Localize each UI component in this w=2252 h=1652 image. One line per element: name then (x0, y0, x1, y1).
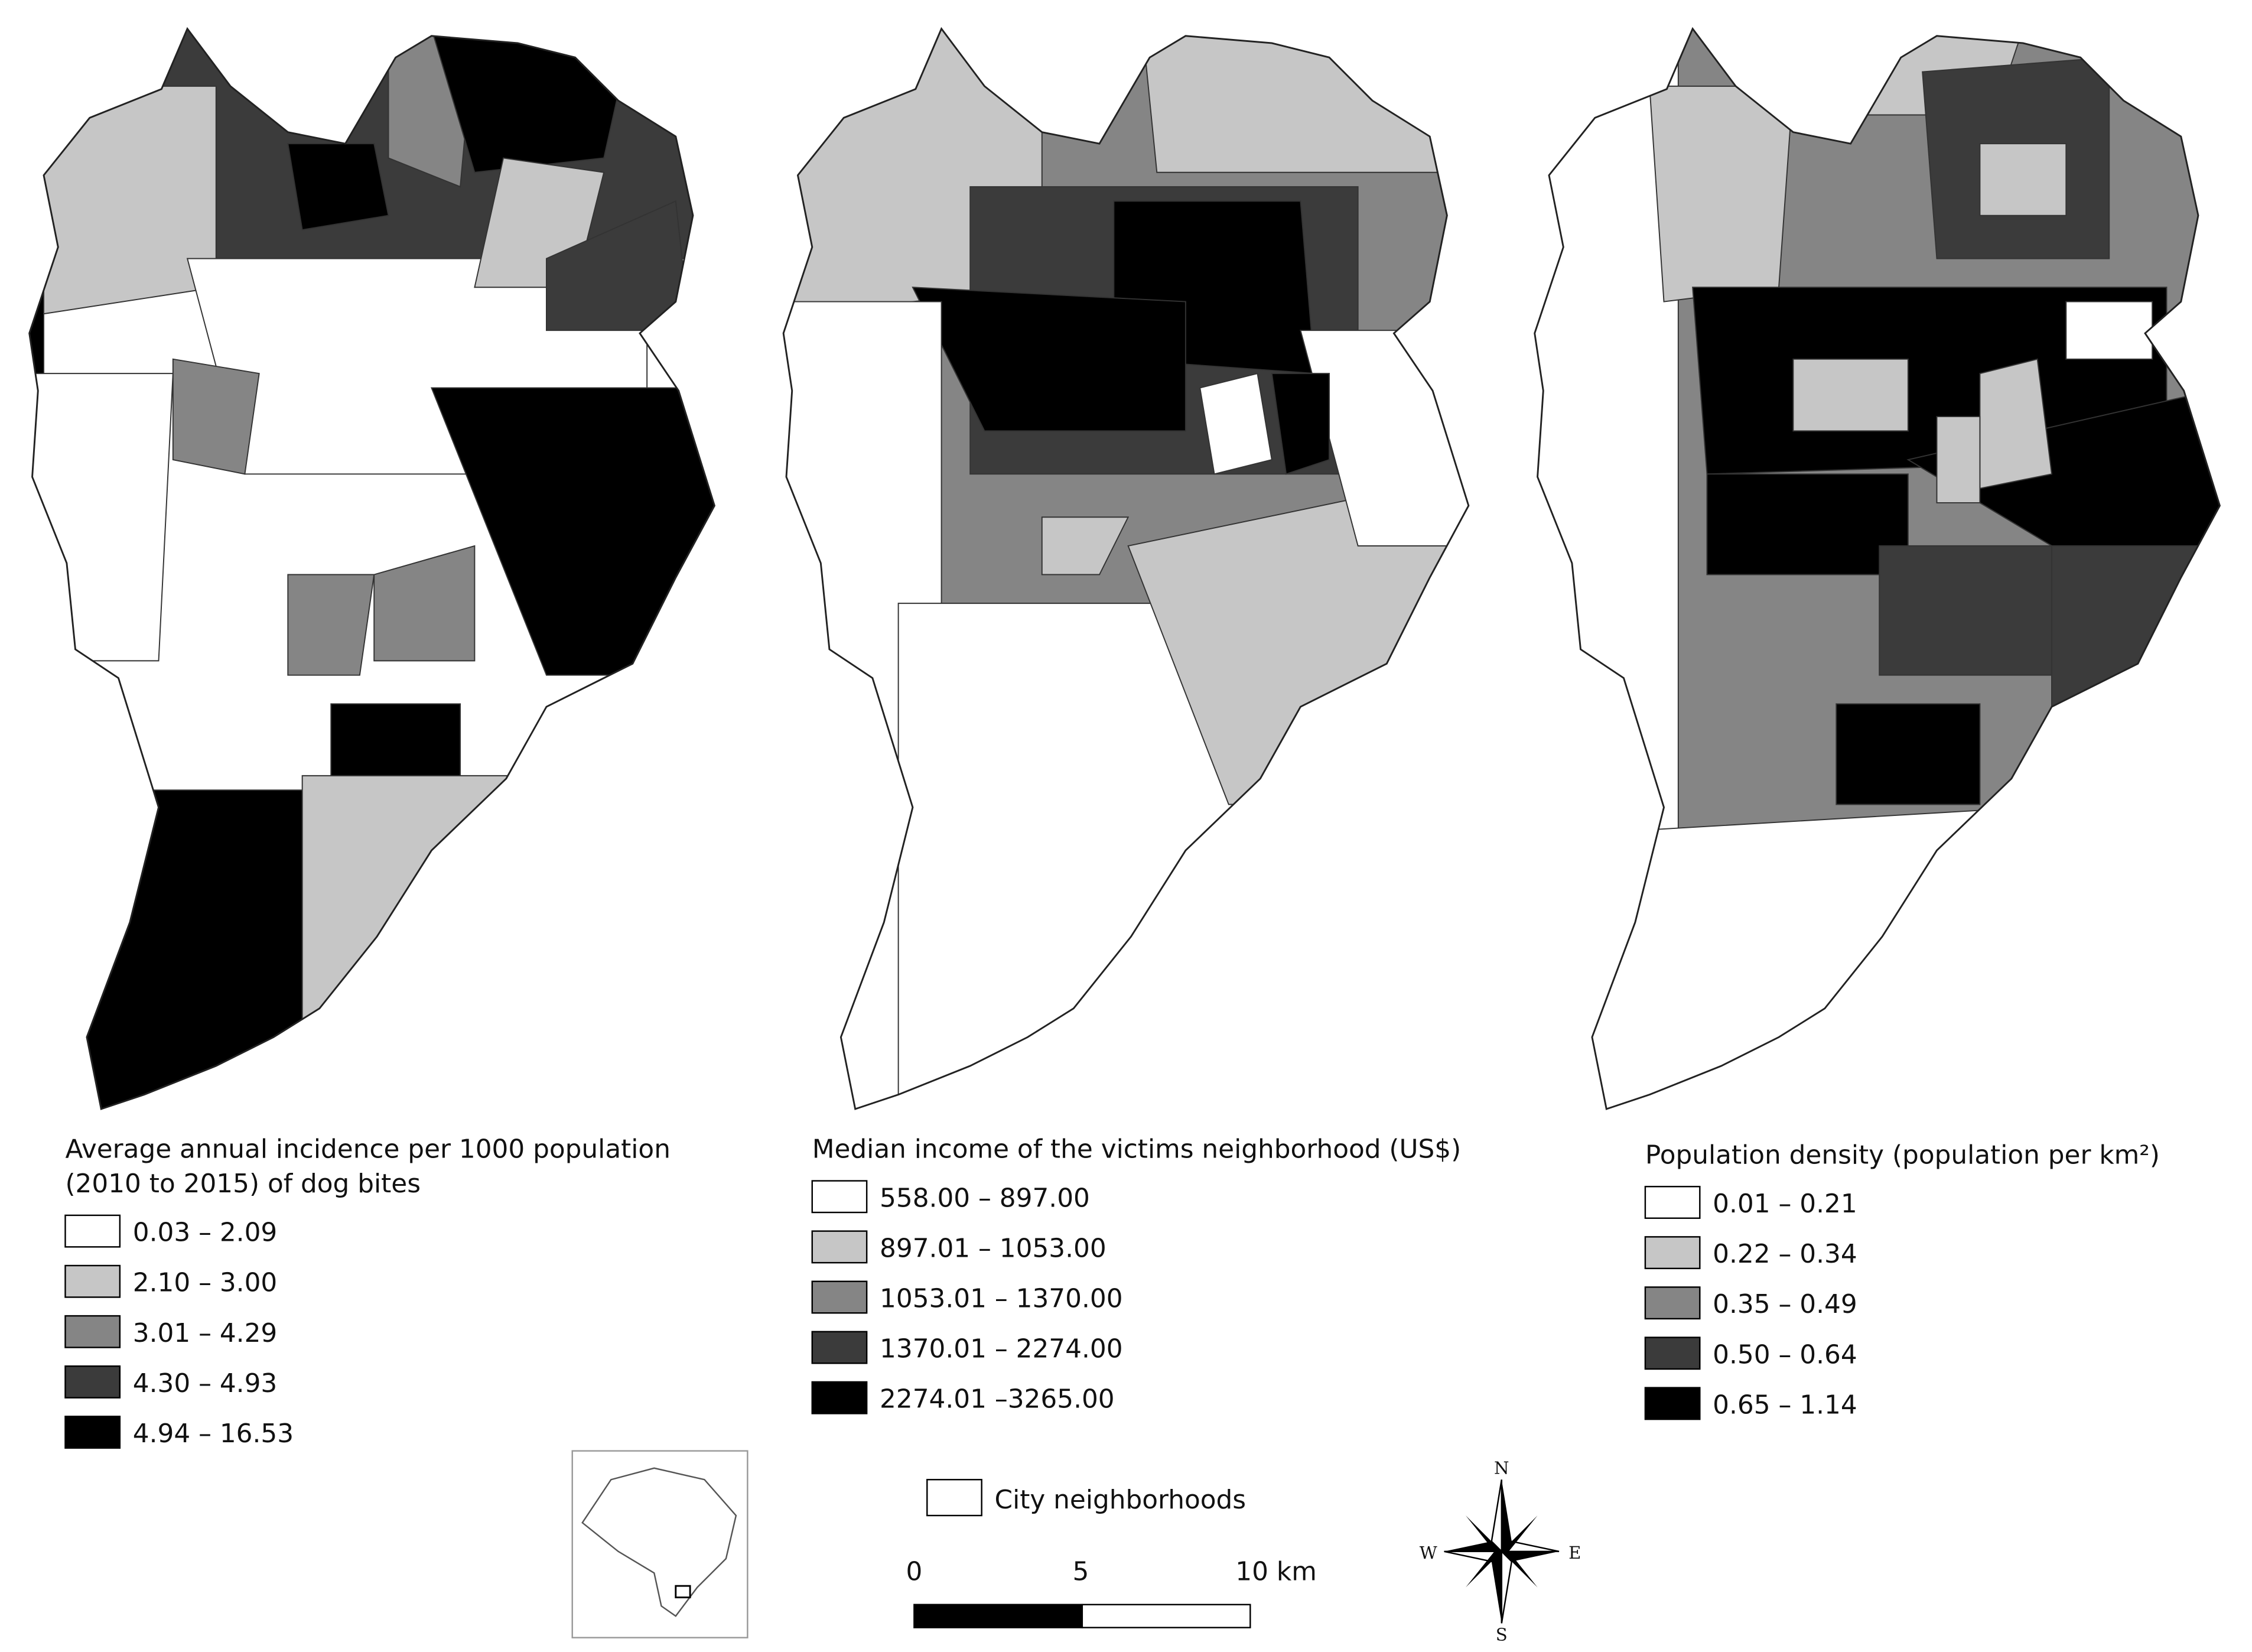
legend-title: Average annual incidence per 1000 popula… (65, 1134, 670, 1165)
legend-title: (2010 to 2015) of dog bites (65, 1169, 421, 1199)
neighborhood (330, 703, 461, 776)
legend-label: 0.50 – 0.64 (1713, 1339, 1857, 1370)
legend-label: 0.01 – 0.21 (1713, 1189, 1857, 1219)
scale-label: 0 (906, 1556, 922, 1586)
scale-label: 5 (1072, 1556, 1089, 1586)
legend-swatch (1644, 1286, 1701, 1320)
legend-label: 0.22 – 0.34 (1713, 1239, 1857, 1269)
legend-swatch (811, 1381, 868, 1414)
neighborhood (1792, 358, 1909, 432)
neighborhood (912, 287, 1186, 432)
legend-label: 3.01 – 4.29 (133, 1318, 278, 1348)
legend-swatch (811, 1180, 868, 1214)
compass-s: S (1496, 1625, 1508, 1645)
legend-swatch (64, 1214, 121, 1248)
key-label: City neighborhoods (995, 1485, 1247, 1515)
legend-label: 897.01 – 1053.00 (880, 1233, 1107, 1263)
legend-label: 2.10 – 3.00 (133, 1268, 278, 1298)
legend-label: 1370.01 – 2274.00 (880, 1334, 1123, 1364)
neighborhood (29, 373, 174, 662)
legend-label: 0.65 – 1.14 (1713, 1390, 1857, 1420)
neighborhood (287, 574, 375, 676)
compass-e: E (1568, 1543, 1581, 1563)
neighborhood (287, 143, 389, 231)
neighborhood (2051, 545, 2220, 805)
neighborhood (1271, 373, 1330, 475)
legend-swatch (64, 1365, 121, 1399)
neighborhood (2065, 301, 2153, 360)
legend-label: 558.00 – 897.00 (880, 1183, 1090, 1213)
neighborhood (1591, 804, 2081, 1109)
legend-label: 4.30 – 4.93 (133, 1368, 278, 1399)
legend-swatch (1644, 1186, 1701, 1219)
legend-swatch (1644, 1336, 1701, 1370)
neighborhood (1141, 28, 1445, 173)
neighborhood (29, 85, 217, 317)
maps (28, 28, 2221, 1110)
neighborhood (1041, 516, 1130, 575)
neighborhood (1836, 703, 1981, 805)
legend-swatch (811, 1331, 868, 1364)
key-box (926, 1479, 982, 1517)
compass-w: W (1420, 1543, 1437, 1563)
legend-swatch (811, 1230, 868, 1264)
neighborhood (1649, 85, 1794, 303)
neighborhoods-key: City neighborhoods (926, 1479, 1247, 1517)
compass: N S E W (1420, 1458, 1581, 1645)
neighborhood (373, 545, 476, 662)
legend-title: Median income of the victims neighborhoo… (812, 1134, 1461, 1165)
legend-label: 1053.01 – 1370.00 (880, 1283, 1123, 1313)
neighborhood (57, 789, 317, 1109)
neighborhood (1979, 143, 2067, 216)
compass-n: N (1494, 1458, 1509, 1478)
neighborhoods (29, 28, 715, 1109)
map-panel (28, 28, 715, 1110)
neighborhood (1706, 473, 1909, 575)
neighborhood (172, 358, 260, 475)
scale-bar: 0 5 10 km (906, 1556, 1317, 1628)
neighborhood (1199, 372, 1273, 475)
neighborhoods (783, 28, 1469, 1109)
legend-label: 0.35 – 0.49 (1713, 1289, 1857, 1319)
legend-swatch (64, 1416, 121, 1449)
neighborhoods (1534, 28, 2220, 1109)
scale-label: 10 km (1235, 1556, 1317, 1586)
legend-title: Population density (population per km²) (1645, 1140, 2160, 1170)
neighborhood (1936, 416, 1981, 503)
map-panel (1534, 28, 2221, 1110)
legend-label: 0.03 – 2.09 (133, 1218, 278, 1248)
legend-swatch (64, 1264, 121, 1298)
map-panel (782, 28, 1470, 1110)
legend-swatch (1644, 1387, 1701, 1420)
legend-label: 2274.01 –3265.00 (880, 1384, 1115, 1414)
neighborhood (431, 387, 715, 676)
inset-map (571, 1450, 749, 1638)
legend-swatch (64, 1315, 121, 1348)
legend-label: 4.94 – 16.53 (133, 1419, 294, 1449)
neighborhood (301, 775, 533, 1049)
legends: Average annual incidence per 1000 popula… (64, 1134, 2160, 1449)
legend-swatch (811, 1280, 868, 1314)
legend-swatch (1644, 1236, 1701, 1270)
